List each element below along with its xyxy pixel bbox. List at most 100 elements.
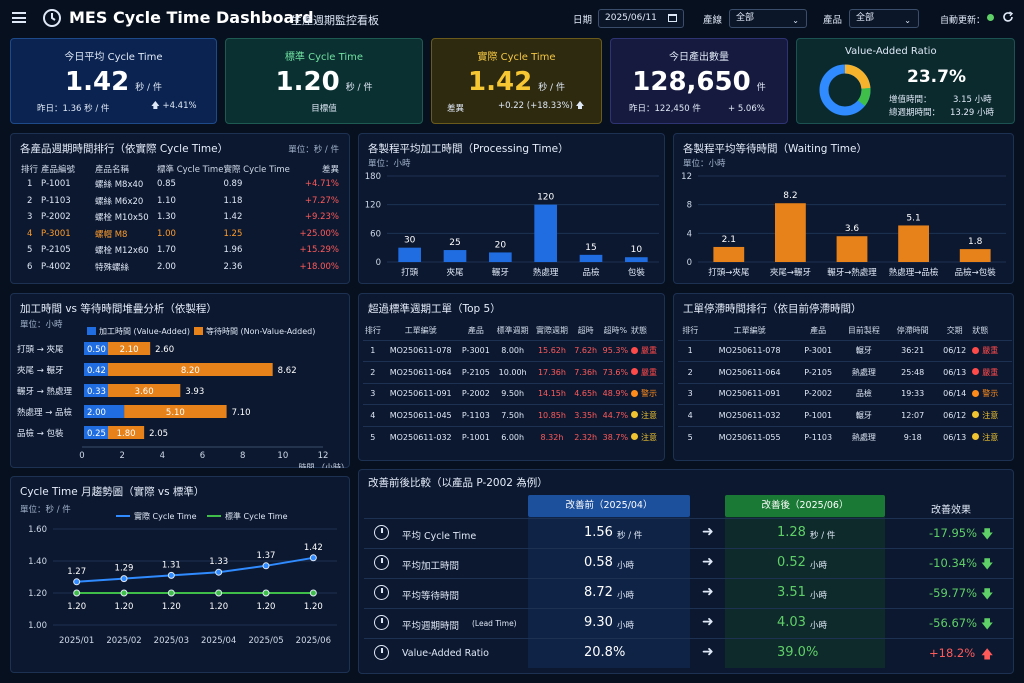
table-cell: 1.70	[157, 245, 176, 256]
bar-non-value-added[interactable]	[108, 384, 181, 397]
table-row[interactable]: 1 MO250611-078 P-3001 輾牙 36:21 06/12 嚴重	[678, 340, 1012, 362]
value-added-time: 3.15 小時	[953, 95, 992, 105]
bar[interactable]	[898, 225, 929, 262]
table-cell: P-1103	[41, 195, 71, 206]
bar-value-added[interactable]	[84, 342, 108, 355]
kpi-value-wrap: 128,650 件	[611, 67, 787, 97]
data-point[interactable]	[73, 589, 81, 597]
product-select[interactable]: 全部 ⌄	[849, 9, 919, 28]
before-value: 0.58	[584, 555, 613, 570]
table-cell: 10.00h	[498, 367, 527, 377]
table-cell: 19:33	[901, 389, 925, 399]
comparison-row: 平均加工時間 0.58 小時 ➜ 0.52 小時 -10.34% 🡇	[364, 548, 1014, 577]
bar-non-value-added[interactable]	[108, 342, 151, 355]
bar[interactable]	[443, 250, 467, 262]
line-select[interactable]: 全部 ⌄	[729, 9, 807, 28]
bar-value-added[interactable]	[84, 426, 108, 439]
table-header-row: 排行 工單編號 產品 目前製程 停滯時間 交期 狀態	[678, 322, 1012, 340]
table-cell: P-4002	[41, 261, 71, 272]
x-tick-label: 0	[79, 451, 84, 461]
refresh-icon[interactable]	[1002, 11, 1014, 23]
status-dot-icon	[630, 433, 638, 440]
table-row[interactable]: 3 MO250611-091 P-2002 9.50h 14.15h 4.65h 48.9%…	[363, 383, 663, 405]
table-row[interactable]: 1 MO250611-078 P-3001 8.00h 15.62h 7.62h 95.3%…	[363, 340, 663, 362]
after-value: 3.51	[777, 585, 806, 600]
status-label: 嚴重	[640, 367, 657, 377]
bar-non-value-added[interactable]	[108, 363, 273, 376]
bar-value-added[interactable]	[84, 405, 125, 418]
x-tick-label: 10	[277, 451, 288, 461]
bar[interactable]	[959, 249, 991, 262]
table-cell: 44.7%	[602, 410, 629, 420]
bar[interactable]	[489, 252, 512, 262]
chevron-down-icon: ⌄	[904, 16, 911, 25]
table-cell: MO250611-064	[389, 367, 452, 377]
data-point[interactable]	[215, 568, 223, 576]
bar-value-added[interactable]	[84, 363, 108, 376]
bar[interactable]	[713, 246, 745, 262]
unit-label: 單位：小時	[683, 159, 726, 169]
effect-value: -59.77%	[929, 586, 977, 600]
col-header: 排行	[682, 326, 699, 336]
table-row[interactable]: 4 MO250611-045 P-1103 7.50h 10.85h 3.35h 44.7%…	[363, 404, 663, 427]
date-picker[interactable]: 2025/06/11	[598, 9, 684, 28]
table-row[interactable]: 6 P-4002 特殊螺絲 2.00 2.36 +18.00%	[17, 259, 347, 276]
status-dot-icon	[972, 368, 980, 376]
table-row[interactable]: 5 MO250611-055 P-1103 熱處理 9:18 06/13 注意	[678, 426, 1012, 448]
table-cell: 06/13	[943, 367, 967, 377]
bar[interactable]	[398, 247, 421, 262]
col-header: 產品編號	[41, 164, 76, 175]
data-point[interactable]	[120, 589, 128, 597]
data-point[interactable]	[215, 589, 223, 597]
table-row[interactable]: 3 P-2002 螺栓 M10x50 1.30 1.42 +9.23%	[17, 209, 347, 226]
table-row[interactable]: 3 MO250611-091 P-2002 品檢 19:33 06/14 警示	[678, 383, 1012, 405]
table-row[interactable]: 5 MO250611-032 P-1001 6.00h 8.32h 2.32h 38.7% 注…	[363, 426, 663, 448]
y-tick-label: 1.20	[28, 589, 47, 599]
data-point[interactable]	[262, 562, 270, 570]
bar[interactable]	[579, 254, 603, 262]
table-row[interactable]: 4 P-3001 螺帽 M8 1.00 1.25 +25.00%	[17, 226, 347, 243]
table-row[interactable]: 5 P-2105 螺栓 M12x60 1.70 1.96 +15.29%	[17, 242, 347, 259]
x-tick-label: 4	[160, 451, 165, 461]
table-row[interactable]: 2 MO250611-064 P-2105 10.00h 17.36h 7.36h 73.6…	[363, 361, 663, 384]
data-point[interactable]	[309, 554, 317, 562]
table-row[interactable]: 2 MO250611-064 P-2105 熱處理 25:48 06/13 嚴重	[678, 361, 1012, 384]
auto-refresh-status-dot	[987, 14, 994, 21]
data-point[interactable]	[120, 575, 128, 583]
data-point[interactable]	[309, 589, 317, 597]
arrow-right-icon: ➜	[702, 554, 714, 570]
x-tick-label: 夾尾→輾牙	[770, 268, 811, 278]
data-point[interactable]	[73, 578, 81, 586]
table-cell: MO250611-078	[389, 346, 452, 356]
status-dot-icon	[630, 368, 638, 376]
table-row[interactable]: 4 MO250611-032 P-1001 輾牙 12:07 06/12 注意	[678, 404, 1012, 427]
data-point[interactable]	[167, 589, 175, 597]
data-point[interactable]	[262, 589, 270, 597]
bar[interactable]	[534, 204, 557, 262]
table-row[interactable]: 2 P-1103 螺絲 M6x20 1.10 1.18 +7.27%	[17, 193, 347, 210]
comparison-row: Value-Added Ratio 20.8% ➜ 39.0% +18.2% 🡅	[364, 638, 1014, 667]
table-row[interactable]: 1 P-1001 螺絲 M8x40 0.85 0.89 +4.71%	[17, 176, 347, 193]
legend-non-value-added: 等待時間 (Non-Value-Added)	[194, 326, 315, 337]
table-cell: +9.23%	[304, 212, 339, 223]
status-cell: 注意	[630, 405, 663, 427]
menu-icon[interactable]	[12, 12, 26, 23]
table-cell: 4	[27, 228, 33, 239]
bar-value-label: 30	[404, 236, 416, 246]
bar[interactable]	[836, 236, 868, 262]
table-cell: 06/12	[943, 346, 967, 356]
waiting-time-panel: 各製程平均等待時間（Waiting Time） 單位：小時 12 8 4 0 2.1 打頭…	[673, 133, 1014, 284]
before-column-bg	[528, 517, 690, 668]
table-cell: 輾牙	[855, 346, 872, 356]
legend-label: 實際 Cycle Time	[134, 511, 197, 521]
bar[interactable]	[775, 203, 806, 262]
bar-non-value-added[interactable]	[108, 426, 145, 439]
bar-non-value-added[interactable]	[124, 405, 227, 418]
bar[interactable]	[625, 257, 648, 262]
data-point[interactable]	[167, 571, 175, 579]
col-header: 工單編號	[404, 326, 437, 336]
legend-label: 等待時間 (Non-Value-Added)	[206, 327, 316, 336]
before-value: 20.8%	[584, 645, 626, 660]
bar-value-added[interactable]	[84, 384, 108, 397]
table-cell: 4.65h	[574, 389, 598, 399]
